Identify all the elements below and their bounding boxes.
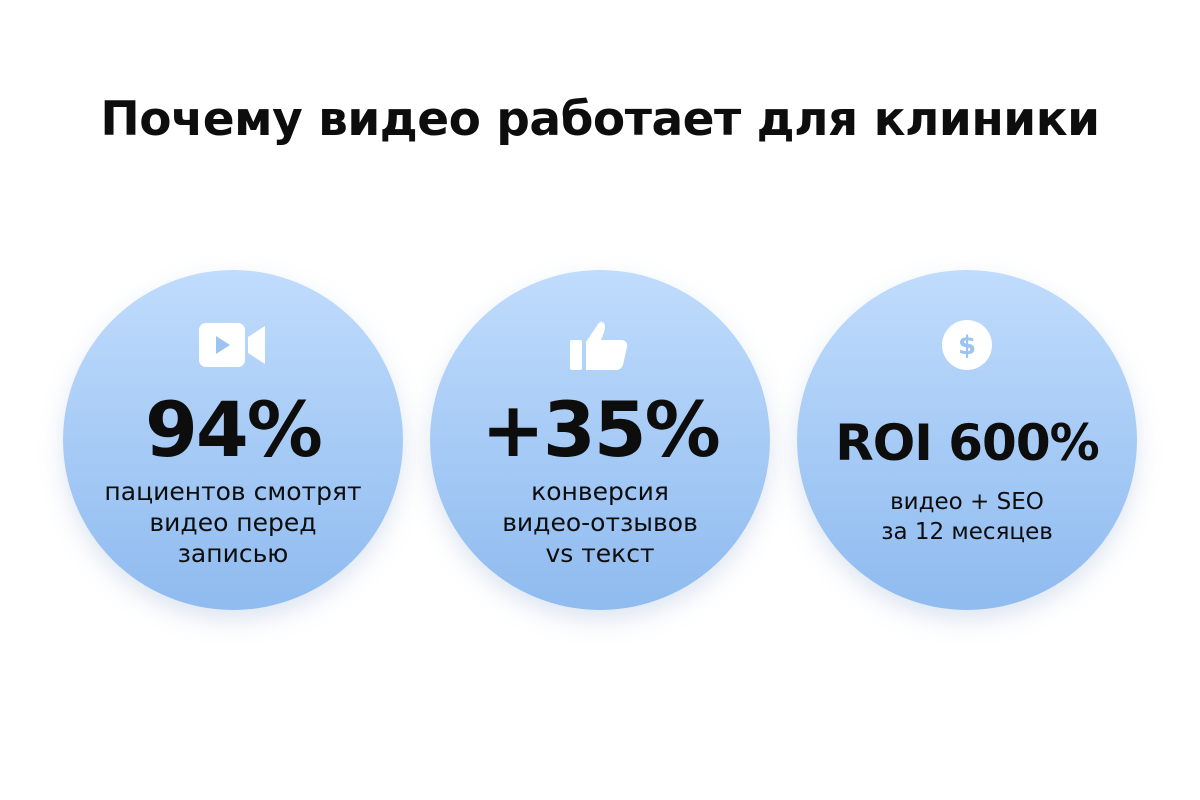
stat-description: конверсия видео-отзывов vs текст [430,476,770,569]
description-line: видео + SEO [890,489,1044,515]
description-line: vs текст [545,539,655,568]
description-line: видео-отзывов [502,508,698,537]
stat-card-roi: $ ROI 600% видео + SEO за 12 месяцев [797,270,1137,610]
stat-value: 94% [145,385,323,474]
video-camera-icon [63,320,403,370]
stat-card-patients: 94% пациентов смотрят видео перед запись… [63,270,403,610]
description-line: за 12 месяцев [881,519,1053,545]
svg-text:$: $ [958,331,976,361]
description-line: конверсия [531,477,669,506]
stat-description: видео + SEO за 12 месяцев [797,487,1137,547]
stat-description: пациентов смотрят видео перед записью [63,476,403,569]
page-title: Почему видео работает для клиники [100,92,1100,147]
stat-value: +35% [481,385,721,474]
thumbs-up-icon [430,320,770,370]
stat-value: ROI 600% [835,414,1099,472]
dollar-coin-icon: $ [797,320,1137,370]
stat-card-conversion: +35% конверсия видео-отзывов vs текст [430,270,770,610]
description-line: пациентов смотрят [104,477,362,506]
description-line: видео перед [149,508,317,537]
description-line: записью [177,539,289,568]
